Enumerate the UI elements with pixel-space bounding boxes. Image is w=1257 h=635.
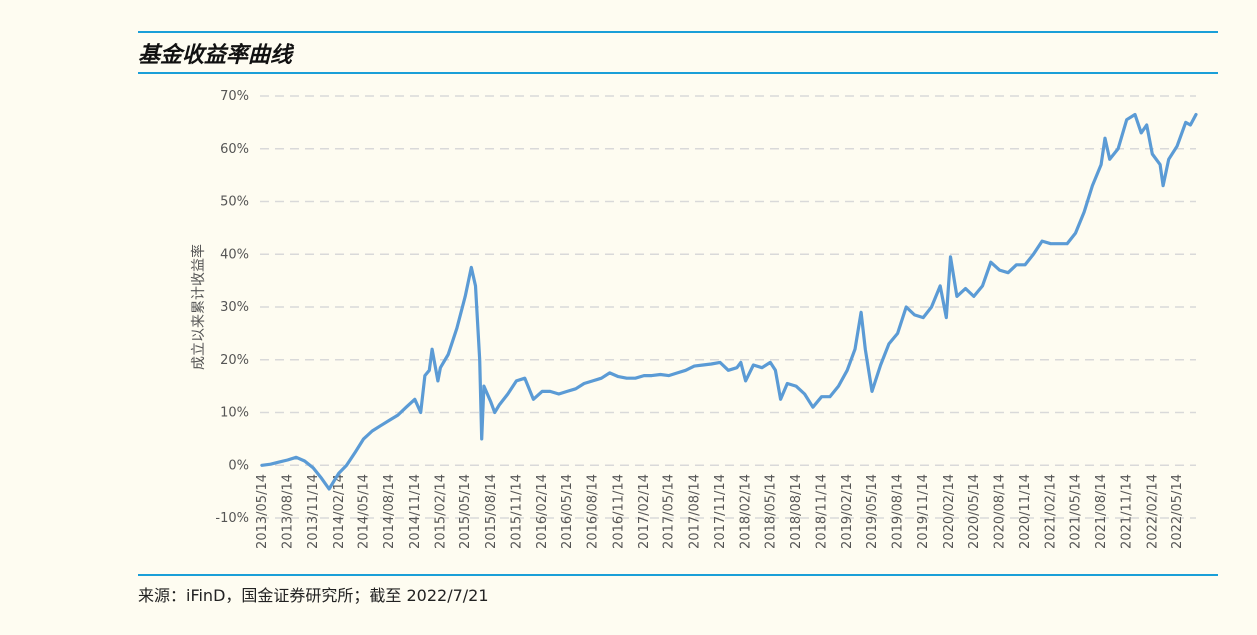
x-tick-label: 2020/02/14 (942, 474, 957, 549)
x-tick-label: 2020/05/14 (967, 474, 982, 549)
x-tick-label: 2014/11/14 (408, 474, 423, 549)
x-tick-label: 2021/11/14 (1120, 474, 1135, 549)
x-tick-label: 2021/08/14 (1094, 474, 1109, 549)
x-tick-label: 2017/05/14 (662, 474, 677, 549)
x-tick-label: 2013/08/14 (281, 474, 296, 549)
y-tick-label: 0% (228, 458, 249, 473)
x-tick-label: 2020/08/14 (992, 474, 1007, 549)
source-note: 来源：iFinD，国金证券研究所；截至 2022/7/21 (138, 586, 489, 605)
y-tick-label: 70% (220, 89, 249, 104)
x-tick-label: 2022/05/14 (1170, 474, 1185, 549)
x-tick-label: 2015/05/14 (458, 474, 473, 549)
x-tick-label: 2019/11/14 (916, 474, 931, 549)
x-tick-label: 2014/02/14 (332, 474, 347, 549)
x-tick-label: 2016/08/14 (586, 474, 601, 549)
x-tick-label: 2018/08/14 (789, 474, 804, 549)
x-tick-label: 2018/02/14 (739, 474, 754, 549)
x-tick-label: 2015/08/14 (484, 474, 499, 549)
x-tick-label: 2016/05/14 (560, 474, 575, 549)
y-axis-title: 成立以来累计收益率 (190, 244, 207, 370)
x-tick-label: 2014/08/14 (382, 474, 397, 549)
y-tick-label: 40% (220, 247, 249, 262)
y-tick-label: 20% (220, 353, 249, 368)
series-line (260, 112, 1198, 491)
y-tick-label: 60% (220, 142, 249, 157)
x-tick-label: 2013/11/14 (306, 474, 321, 549)
x-tick-label: 2020/11/14 (1018, 474, 1033, 549)
x-tick-label: 2019/05/14 (865, 474, 880, 549)
y-tick-label: -10% (215, 511, 249, 526)
y-tick-label: 50% (220, 195, 249, 210)
y-tick-label: 30% (220, 300, 249, 315)
x-tick-label: 2016/11/14 (611, 474, 626, 549)
x-tick-label: 2019/02/14 (840, 474, 855, 549)
title-top-rule (138, 31, 1218, 33)
x-tick-label: 2017/11/14 (713, 474, 728, 549)
x-tick-label: 2014/05/14 (357, 474, 372, 549)
chart-title: 基金收益率曲线 (138, 42, 293, 68)
title-bottom-rule (138, 72, 1218, 74)
y-tick-label: 10% (220, 406, 249, 421)
x-tick-label: 2015/11/14 (509, 474, 524, 549)
x-tick-label: 2018/11/14 (815, 474, 830, 549)
x-tick-label: 2021/02/14 (1044, 474, 1059, 549)
x-tick-label: 2013/05/14 (255, 474, 270, 549)
x-tick-label: 2016/02/14 (535, 474, 550, 549)
x-tick-label: 2021/05/14 (1068, 474, 1083, 549)
x-tick-label: 2019/08/14 (891, 474, 906, 549)
x-tick-label: 2018/05/14 (763, 474, 778, 549)
x-tick-label: 2017/02/14 (637, 474, 652, 549)
x-tick-label: 2015/02/14 (433, 474, 448, 549)
x-tick-label: 2017/08/14 (687, 474, 702, 549)
source-rule (138, 574, 1218, 576)
x-tick-label: 2022/02/14 (1145, 474, 1160, 549)
